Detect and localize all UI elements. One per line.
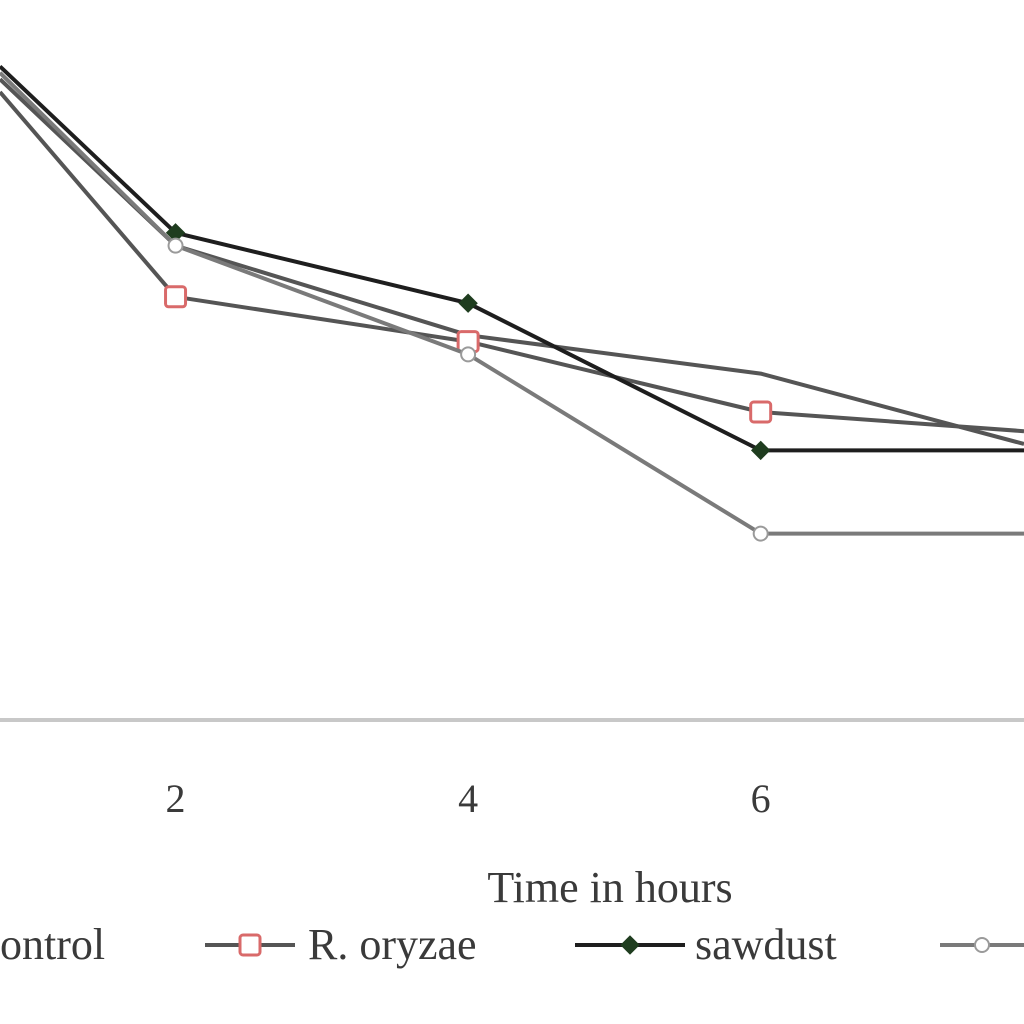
legend-marker xyxy=(238,933,262,957)
x-tick-label: 4 xyxy=(458,776,478,821)
data-point xyxy=(750,440,771,461)
series-3 xyxy=(0,64,1024,461)
legend-label: R. oryzae xyxy=(308,920,477,969)
series-layer xyxy=(0,64,1024,542)
legend-marker xyxy=(974,937,990,953)
data-point xyxy=(460,346,477,363)
series-4 xyxy=(0,71,1024,542)
data-point xyxy=(167,237,184,254)
legend-label: sawdust xyxy=(695,920,837,969)
data-point xyxy=(752,525,769,542)
data-point xyxy=(458,293,478,313)
legend: ontrol R. oryzae sawdust xyxy=(0,920,1024,969)
x-tick-labels: 2 4 6 xyxy=(166,776,771,821)
x-tick-label: 6 xyxy=(751,776,771,821)
legend-item: ontrol xyxy=(0,920,105,969)
legend-marker xyxy=(620,935,640,955)
x-tick-label: 2 xyxy=(166,776,186,821)
series-line xyxy=(0,64,1024,453)
data-point xyxy=(164,285,188,309)
series-1 xyxy=(0,77,1024,446)
legend-item: R. oryzae xyxy=(205,920,477,969)
series-line xyxy=(0,71,1024,536)
legend-label: ontrol xyxy=(0,920,105,969)
x-axis-title: Time in hours xyxy=(487,863,732,912)
legend-item xyxy=(940,937,1024,953)
data-point xyxy=(749,400,773,424)
legend-item: sawdust xyxy=(575,920,837,969)
series-2 xyxy=(0,90,1024,434)
series-line xyxy=(0,77,1024,446)
